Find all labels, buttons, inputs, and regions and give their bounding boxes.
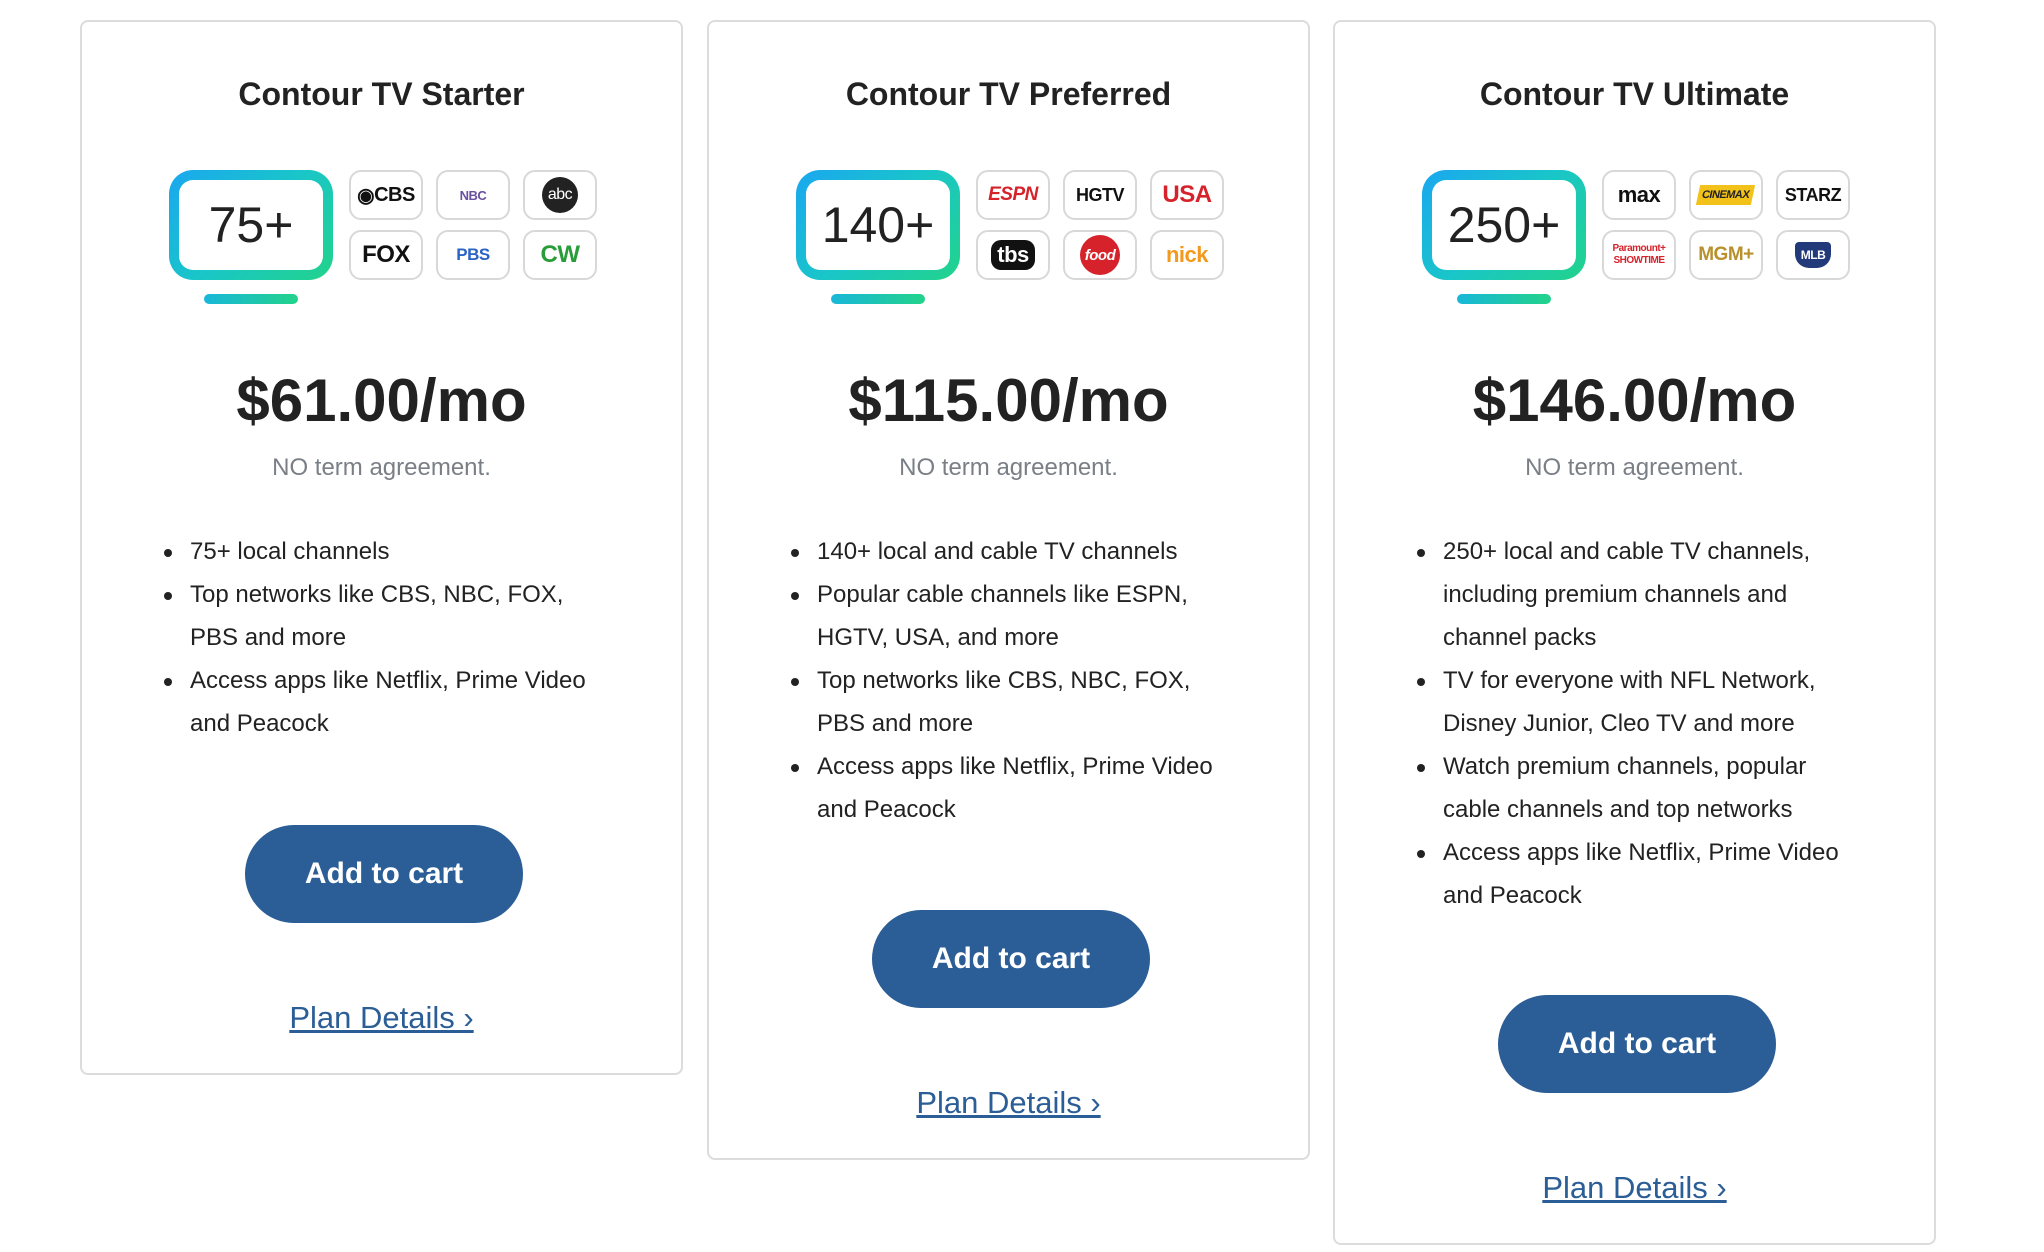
tv-icon: 75+ [169, 170, 333, 280]
feature-item: Access apps like Netflix, Prime Video an… [1415, 831, 1855, 917]
feature-item: Popular cable channels like ESPN, HGTV, … [789, 573, 1229, 659]
max-logo-icon: max [1602, 170, 1676, 220]
cinemax-logo-icon: CINEMAX [1689, 170, 1763, 220]
add-to-cart-button[interactable]: Add to cart [872, 910, 1150, 1008]
tv-icon: 250+ [1422, 170, 1586, 280]
term-note: NO term agreement. [1525, 454, 1744, 481]
starz-logo-icon: STARZ [1776, 170, 1850, 220]
feature-item: Top networks like CBS, NBC, FOX, PBS and… [789, 659, 1229, 745]
food-network-logo-icon: food [1063, 230, 1137, 280]
plan-title: Contour TV Ultimate [1479, 76, 1790, 112]
plan-price: $115.00/mo [848, 367, 1169, 434]
channel-count: 250+ [1432, 180, 1576, 270]
channel-logos: ◉ CBS NBC abc FOX PBS CW [349, 170, 605, 280]
plan-price: $61.00/mo [236, 367, 527, 434]
plan-title: Contour TV Preferred [845, 76, 1172, 112]
tv-stand-icon [1457, 294, 1551, 304]
fox-logo-icon: FOX [349, 230, 423, 280]
pbs-logo-icon: PBS [436, 230, 510, 280]
plan-card-ultimate: Contour TV Ultimate 250+ max CINEMAX STA… [1333, 20, 1936, 1245]
channel-logos: max CINEMAX STARZ Paramount+ SHOWTIME MG… [1602, 170, 1858, 280]
plan-details-link[interactable]: Plan Details › [1542, 1170, 1727, 1205]
plan-card-starter: Contour TV Starter 75+ ◉ CBS NBC abc FOX … [80, 20, 683, 1075]
plan-card-preferred: Contour TV Preferred 140+ ESPN HGTV USA … [707, 20, 1310, 1160]
mlb-logo-icon: MLB [1776, 230, 1850, 280]
abc-logo-icon: abc [523, 170, 597, 220]
term-note: NO term agreement. [272, 454, 491, 481]
plan-title: Contour TV Starter [238, 76, 525, 112]
channel-logos: ESPN HGTV USA tbs food nick [976, 170, 1232, 280]
feature-item: TV for everyone with NFL Network, Disney… [1415, 659, 1855, 745]
tv-icon: 140+ [796, 170, 960, 280]
nbc-logo-icon: NBC [436, 170, 510, 220]
paramount-showtime-logo-icon: Paramount+ SHOWTIME [1602, 230, 1676, 280]
feature-item: Top networks like CBS, NBC, FOX, PBS and… [162, 573, 602, 659]
cbs-logo-icon: ◉ CBS [349, 170, 423, 220]
feature-item: 75+ local channels [162, 530, 602, 573]
nick-logo-icon: nick [1150, 230, 1224, 280]
add-to-cart-button[interactable]: Add to cart [1498, 995, 1776, 1093]
channel-count: 140+ [806, 180, 950, 270]
tv-stand-icon [204, 294, 298, 304]
plan-details-link[interactable]: Plan Details › [289, 1000, 474, 1035]
mgm-plus-logo-icon: MGM+ [1689, 230, 1763, 280]
hgtv-logo-icon: HGTV [1063, 170, 1137, 220]
feature-item: 250+ local and cable TV channels, includ… [1415, 530, 1855, 659]
plan-details-link[interactable]: Plan Details › [916, 1085, 1101, 1120]
feature-list: 140+ local and cable TV channels Popular… [789, 530, 1229, 831]
espn-logo-icon: ESPN [976, 170, 1050, 220]
add-to-cart-button[interactable]: Add to cart [245, 825, 523, 923]
feature-item: Watch premium channels, popular cable ch… [1415, 745, 1855, 831]
feature-item: Access apps like Netflix, Prime Video an… [162, 659, 602, 745]
usa-logo-icon: USA [1150, 170, 1224, 220]
feature-list: 250+ local and cable TV channels, includ… [1415, 530, 1855, 917]
feature-item: 140+ local and cable TV channels [789, 530, 1229, 573]
tv-stand-icon [831, 294, 925, 304]
term-note: NO term agreement. [899, 454, 1118, 481]
cw-logo-icon: CW [523, 230, 597, 280]
feature-item: Access apps like Netflix, Prime Video an… [789, 745, 1229, 831]
channel-count: 75+ [179, 180, 323, 270]
tbs-logo-icon: tbs [976, 230, 1050, 280]
plan-price: $146.00/mo [1472, 367, 1797, 434]
feature-list: 75+ local channels Top networks like CBS… [162, 530, 602, 745]
